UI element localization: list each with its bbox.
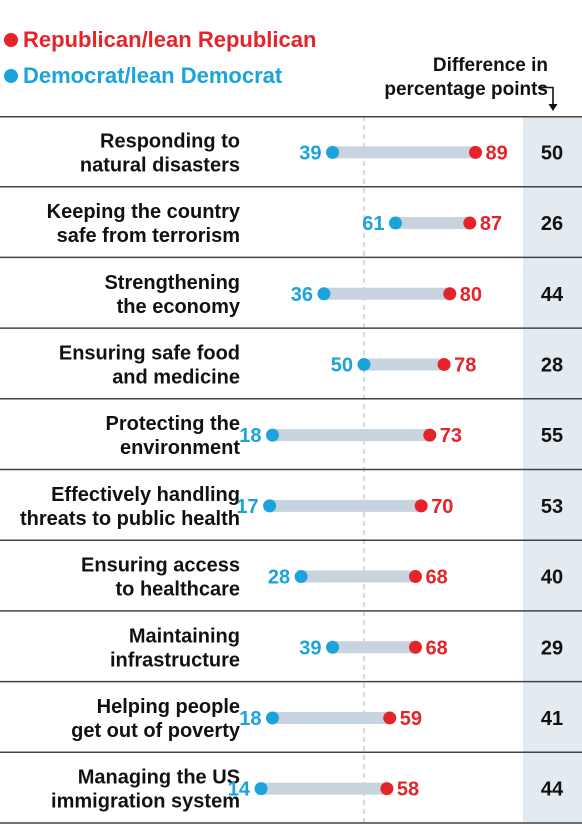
row-label: environment [120,437,240,459]
republican-point [414,499,428,513]
democrat-point [388,216,402,230]
legend-label-democrat: Democrat/lean Democrat [23,63,283,88]
democrat-point [357,357,371,371]
democrat-value-label: 36 [291,284,313,306]
republican-value-label: 68 [425,567,447,589]
republican-dot-icon [4,33,18,47]
legend: Republican/lean Republican Democrat/lean… [4,22,316,94]
democrat-value-label: 17 [236,496,258,518]
row-label: Protecting the [106,413,240,435]
republican-value-label: 80 [460,284,482,306]
difference-value-label: 44 [541,284,564,306]
republican-point [463,216,477,230]
row-label: Ensuring access [81,555,240,577]
legend-item-republican: Republican/lean Republican [4,22,316,58]
row-label: infrastructure [110,649,240,671]
row-label: safe from terrorism [57,225,240,247]
democrat-point [326,640,340,654]
row-label: and medicine [112,366,240,388]
row-label: the economy [117,296,241,318]
row-label: to healthcare [116,579,240,601]
democrat-point [265,428,279,442]
difference-value-label: 41 [541,708,563,730]
republican-point [469,145,483,159]
democrat-point [294,570,308,584]
republican-point [437,357,451,371]
democrat-point [265,711,279,725]
republican-value-label: 59 [400,708,422,730]
row-label: Helping people [97,696,240,718]
difference-value-label: 50 [541,142,563,164]
republican-point [408,640,422,654]
row-label: Strengthening [104,272,240,294]
row-label: Keeping the country [47,201,241,223]
row-label: Effectively handling [51,484,240,506]
row-label: Responding to [100,130,240,152]
republican-value-label: 58 [397,779,419,801]
difference-value-label: 55 [541,425,563,447]
republican-point [380,782,394,796]
republican-value-label: 68 [425,637,447,659]
difference-header-line2: percentage points [384,79,548,100]
democrat-dot-icon [4,69,18,83]
row-label: threats to public health [20,508,240,530]
democrat-value-label: 39 [299,637,321,659]
democrat-value-label: 18 [239,425,261,447]
difference-value-label: 44 [541,779,564,801]
democrat-value-label: 39 [299,142,321,164]
arrow-down-icon [538,86,558,111]
row-label: get out of poverty [71,720,241,742]
legend-item-democrat: Democrat/lean Democrat [4,58,316,94]
republican-point [408,570,422,584]
difference-value-label: 26 [541,213,563,235]
republican-point [423,428,437,442]
difference-header-line1: Difference in [432,55,548,76]
democrat-value-label: 50 [331,354,353,376]
difference-header: Difference in percentage points [348,54,548,102]
republican-value-label: 89 [486,142,508,164]
democrat-point [326,145,340,159]
difference-value-label: 53 [541,496,563,518]
democrat-value-label: 14 [228,779,251,801]
democrat-value-label: 18 [239,708,261,730]
difference-value-label: 28 [541,354,563,376]
democrat-value-label: 28 [268,567,290,589]
republican-value-label: 78 [454,354,476,376]
democrat-point [317,287,331,301]
difference-value-label: 40 [541,567,563,589]
republican-value-label: 87 [480,213,502,235]
democrat-point [254,782,268,796]
republican-point [383,711,397,725]
row-label: natural disasters [80,154,240,176]
row-label: Maintaining [129,625,240,647]
row-label: Ensuring safe food [59,342,240,364]
republican-point [443,287,457,301]
row-label: immigration system [51,791,240,813]
democrat-value-label: 61 [362,213,384,235]
difference-value-label: 29 [541,637,563,659]
democrat-point [263,499,277,513]
republican-value-label: 70 [431,496,453,518]
republican-value-label: 73 [440,425,462,447]
row-label: Managing the US [78,767,240,789]
legend-label-republican: Republican/lean Republican [23,27,317,52]
